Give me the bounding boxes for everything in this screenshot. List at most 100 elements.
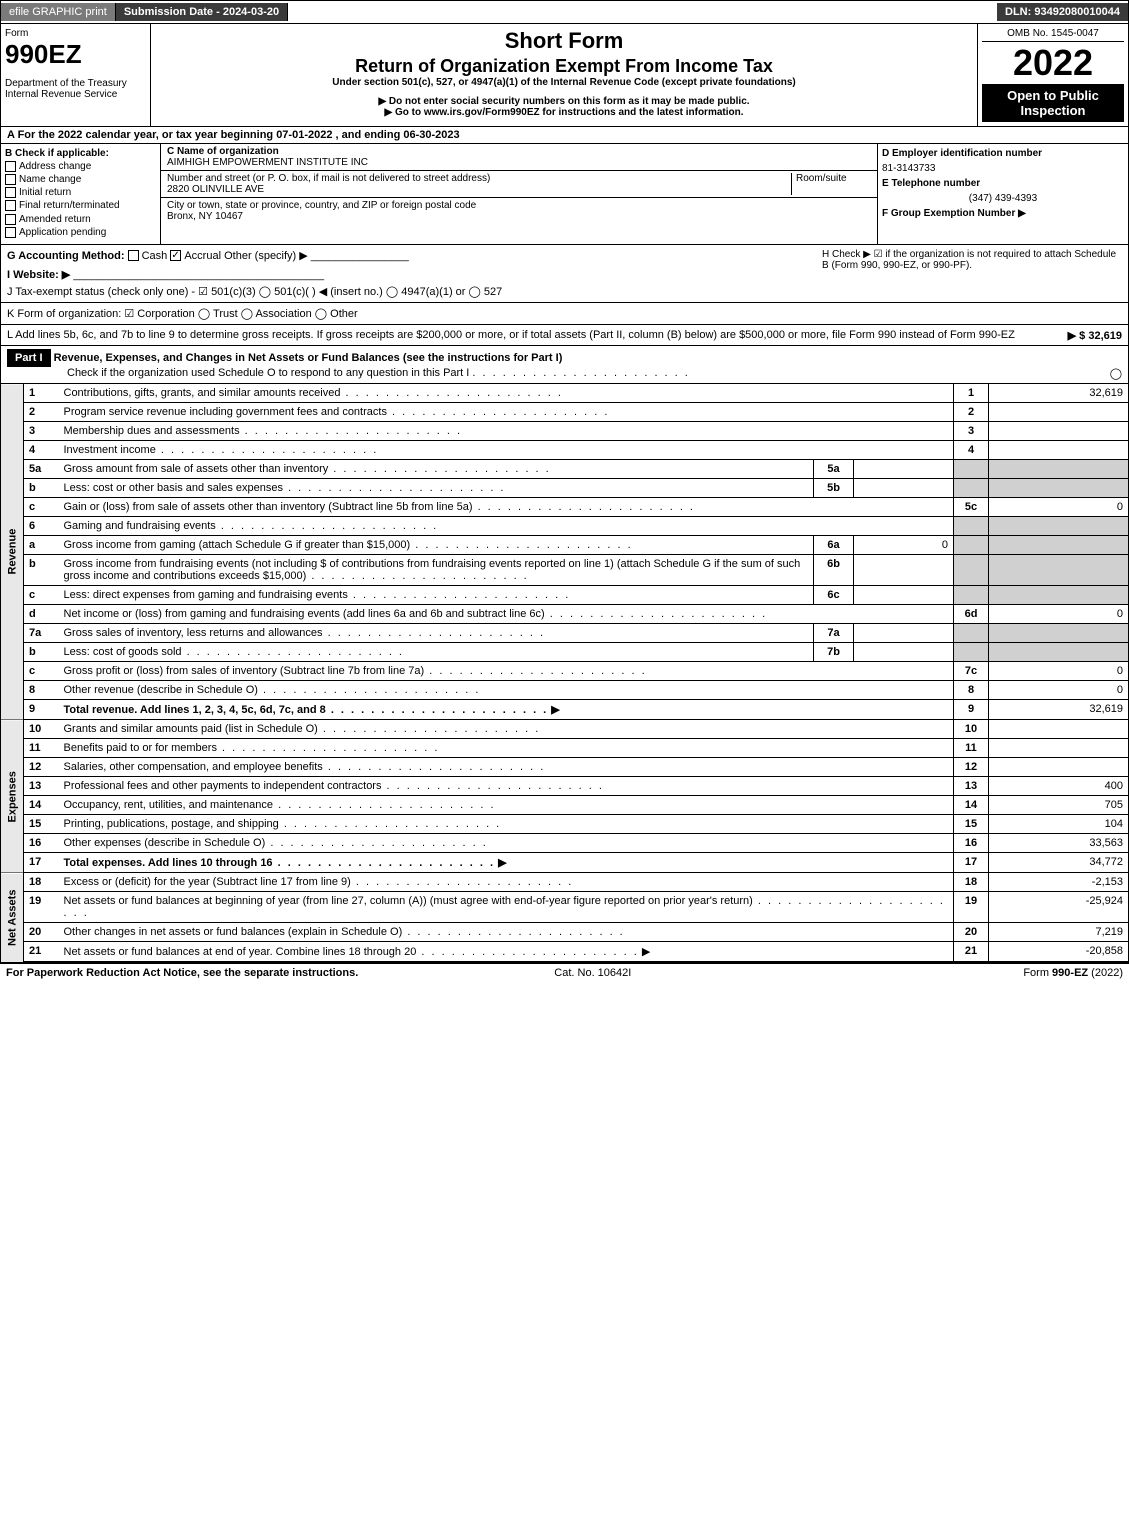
line-ref: 15 <box>954 814 989 833</box>
dln-label: DLN: 93492080010044 <box>997 3 1128 21</box>
line-number: 8 <box>24 680 59 699</box>
line-value: 0 <box>989 661 1129 680</box>
line-value-gray <box>989 642 1129 661</box>
line-ref-gray <box>954 554 989 585</box>
table-row: 11Benefits paid to or for members11 <box>1 738 1129 757</box>
table-row: 5aGross amount from sale of assets other… <box>1 459 1129 478</box>
line-description: Other expenses (describe in Schedule O) <box>59 833 954 852</box>
section-side-label: Expenses <box>1 720 24 873</box>
chk-name-change[interactable]: Name change <box>5 174 156 185</box>
sub-line-value <box>854 459 954 478</box>
line-number: 18 <box>24 873 59 892</box>
submission-date-button[interactable]: Submission Date - 2024-03-20 <box>116 3 288 21</box>
subtitle: Under section 501(c), 527, or 4947(a)(1)… <box>155 77 973 88</box>
table-row: 21Net assets or fund balances at end of … <box>1 941 1129 962</box>
row-l: L Add lines 5b, 6c, and 7b to line 9 to … <box>0 325 1129 346</box>
line-description: Gross amount from sale of assets other t… <box>59 459 814 478</box>
part1-check-box[interactable]: ◯ <box>1110 367 1122 380</box>
line-ref: 17 <box>954 852 989 872</box>
line-number: 7a <box>24 623 59 642</box>
line-description: Total expenses. Add lines 10 through 16 … <box>59 852 954 872</box>
section-c: C Name of organization AIMHIGH EMPOWERME… <box>161 144 878 244</box>
group-exemption-label: F Group Exemption Number ▶ <box>882 208 1124 219</box>
line-description: Occupancy, rent, utilities, and maintena… <box>59 795 954 814</box>
omb-number: OMB No. 1545-0047 <box>982 28 1124 42</box>
line-description: Professional fees and other payments to … <box>59 776 954 795</box>
line-number: b <box>24 554 59 585</box>
line-description: Contributions, gifts, grants, and simila… <box>59 384 954 403</box>
table-row: 2Program service revenue including gover… <box>1 402 1129 421</box>
line-number: 20 <box>24 922 59 941</box>
line-description: Gross sales of inventory, less returns a… <box>59 623 814 642</box>
sub-line-number: 6a <box>814 535 854 554</box>
table-row: 9Total revenue. Add lines 1, 2, 3, 4, 5c… <box>1 699 1129 719</box>
line-value-gray <box>989 623 1129 642</box>
addr-label: Number and street (or P. O. box, if mail… <box>167 173 490 184</box>
line-ref: 10 <box>954 720 989 739</box>
table-row: bGross income from fundraising events (n… <box>1 554 1129 585</box>
gross-receipts-value: ▶ $ 32,619 <box>1068 329 1122 342</box>
phone-label: E Telephone number <box>882 178 1124 189</box>
table-row: Net Assets18Excess or (deficit) for the … <box>1 873 1129 892</box>
line-value: 34,772 <box>989 852 1129 872</box>
line-description: Net assets or fund balances at beginning… <box>59 891 954 922</box>
chk-final-return[interactable]: Final return/terminated <box>5 200 156 211</box>
line-value-gray <box>989 554 1129 585</box>
line-description: Investment income <box>59 440 954 459</box>
line-number: b <box>24 642 59 661</box>
chk-address-change[interactable]: Address change <box>5 161 156 172</box>
org-address: 2820 OLINVILLE AVE <box>167 184 264 195</box>
expenses-table: Expenses 10Grants and similar amounts pai… <box>0 720 1129 873</box>
line-number: 4 <box>24 440 59 459</box>
chk-accrual[interactable] <box>170 250 181 261</box>
top-bar: efile GRAPHIC print Submission Date - 20… <box>0 0 1129 24</box>
sub-line-number: 7a <box>814 623 854 642</box>
row-a-tax-year: A For the 2022 calendar year, or tax yea… <box>0 127 1129 144</box>
line-value: 705 <box>989 795 1129 814</box>
line-ref-gray <box>954 535 989 554</box>
chk-initial-return[interactable]: Initial return <box>5 187 156 198</box>
line-number: c <box>24 497 59 516</box>
line-description: Less: direct expenses from gaming and fu… <box>59 585 814 604</box>
efile-print-button[interactable]: efile GRAPHIC print <box>1 3 116 21</box>
chk-amended-return[interactable]: Amended return <box>5 214 156 225</box>
line-description: Printing, publications, postage, and shi… <box>59 814 954 833</box>
line-ref: 8 <box>954 680 989 699</box>
line-number: 17 <box>24 852 59 872</box>
line-value: 32,619 <box>989 384 1129 403</box>
line-value: 7,219 <box>989 922 1129 941</box>
line-value: 400 <box>989 776 1129 795</box>
chk-cash[interactable] <box>128 250 139 261</box>
line-description: Excess or (deficit) for the year (Subtra… <box>59 873 954 892</box>
table-row: 8Other revenue (describe in Schedule O)8… <box>1 680 1129 699</box>
tax-year: 2022 <box>982 42 1124 84</box>
line-value <box>989 440 1129 459</box>
line-description: Gross income from gaming (attach Schedul… <box>59 535 814 554</box>
goto-link[interactable]: ▶ Go to www.irs.gov/Form990EZ for instru… <box>155 107 973 118</box>
table-row: 13Professional fees and other payments t… <box>1 776 1129 795</box>
line-number: c <box>24 585 59 604</box>
line-number: d <box>24 604 59 623</box>
line-value <box>989 720 1129 739</box>
line-number: 15 <box>24 814 59 833</box>
line-value-gray <box>989 585 1129 604</box>
sub-line-value: 0 <box>854 535 954 554</box>
line-value-gray <box>989 478 1129 497</box>
sub-line-value <box>854 585 954 604</box>
line-ref: 19 <box>954 891 989 922</box>
footer-left: For Paperwork Reduction Act Notice, see … <box>6 967 358 979</box>
line-value: -20,858 <box>989 941 1129 962</box>
line-ref-gray <box>954 478 989 497</box>
line-description: Grants and similar amounts paid (list in… <box>59 720 954 739</box>
line-ref-gray <box>954 459 989 478</box>
chk-application-pending[interactable]: Application pending <box>5 227 156 238</box>
line-value: 0 <box>989 680 1129 699</box>
line-number: 6 <box>24 516 59 535</box>
line-description: Less: cost of goods sold <box>59 642 814 661</box>
table-row: 12Salaries, other compensation, and empl… <box>1 757 1129 776</box>
table-row: 16Other expenses (describe in Schedule O… <box>1 833 1129 852</box>
line-number: 3 <box>24 421 59 440</box>
line-ref: 3 <box>954 421 989 440</box>
line-description: Net income or (loss) from gaming and fun… <box>59 604 954 623</box>
line-ref: 18 <box>954 873 989 892</box>
